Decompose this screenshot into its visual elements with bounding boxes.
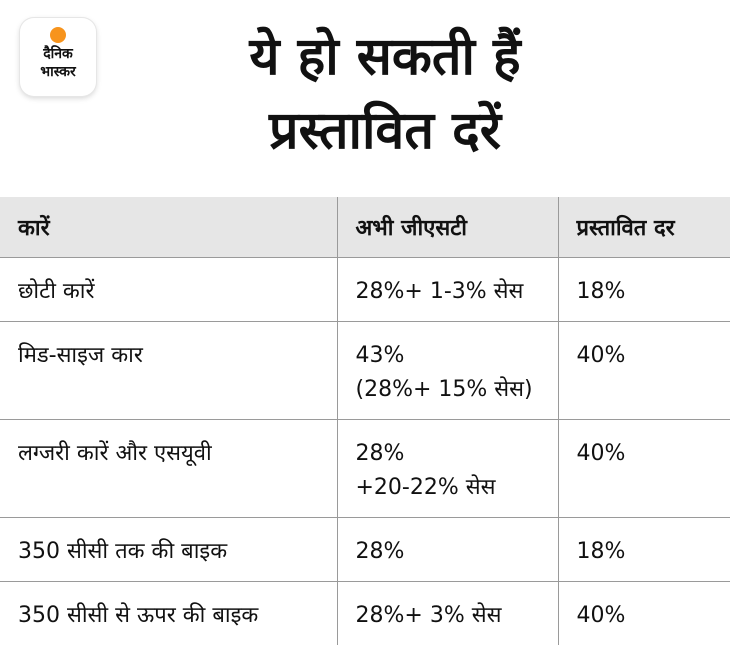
column-header-proposed-rate: प्रस्तावित दर <box>558 197 730 258</box>
current-gst-cell: 28%+ 1-3% सेस <box>337 257 559 322</box>
vehicle-category-cell: मिड-साइज कार <box>0 321 338 420</box>
current-gst-cell: 28% +20-22% सेस <box>337 419 559 518</box>
proposed-rate-cell: 40% <box>558 581 730 645</box>
header: दैनिक भास्कर ये हो सकती हैं प्रस्तावित द… <box>0 0 730 196</box>
column-header-cars: कारें <box>0 197 338 258</box>
current-gst-line: 28%+ 3% सेस <box>355 603 502 628</box>
vehicle-category-cell: 350 सीसी तक की बाइक <box>0 517 338 582</box>
title-line1: ये हो सकती हैं <box>249 27 521 87</box>
current-gst-line: 43% <box>355 343 405 368</box>
proposed-rate-cell: 18% <box>558 257 730 322</box>
table-header-row: कारें अभी जीएसटी प्रस्तावित दर <box>0 197 730 258</box>
current-gst-cell: 28% <box>337 517 559 582</box>
vehicle-category-cell: छोटी कारें <box>0 257 338 322</box>
proposed-rate-cell: 18% <box>558 517 730 582</box>
vehicle-category-cell: लग्जरी कारें और एसयूवी <box>0 419 338 518</box>
current-gst-line: 28% <box>355 539 405 564</box>
table-row: लग्जरी कारें और एसयूवी 28% +20-22% सेस 4… <box>0 419 730 518</box>
current-gst-line: 28%+ 1-3% सेस <box>355 279 524 304</box>
current-gst-line: 28% <box>355 441 405 466</box>
page-title: ये हो सकती हैं प्रस्तावित दरें <box>115 20 655 168</box>
current-gst-line: +20-22% सेस <box>355 475 496 500</box>
title-line2: प्रस्तावित दरें <box>269 101 501 161</box>
logo-text-line1: दैनिक <box>43 46 73 62</box>
proposed-rate-cell: 40% <box>558 419 730 518</box>
table-row: 350 सीसी से ऊपर की बाइक 28%+ 3% सेस 40% <box>0 581 730 645</box>
current-gst-cell: 43% (28%+ 15% सेस) <box>337 321 559 420</box>
logo-text-line2: भास्कर <box>40 64 76 80</box>
current-gst-line: (28%+ 15% सेस) <box>355 377 533 402</box>
proposed-rate-cell: 40% <box>558 321 730 420</box>
sun-icon <box>50 27 66 43</box>
table-row: 350 सीसी तक की बाइक 28% 18% <box>0 517 730 582</box>
table-row: मिड-साइज कार 43% (28%+ 15% सेस) 40% <box>0 321 730 420</box>
vehicle-category-cell: 350 सीसी से ऊपर की बाइक <box>0 581 338 645</box>
current-gst-cell: 28%+ 3% सेस <box>337 581 559 645</box>
gst-rates-table: कारें अभी जीएसटी प्रस्तावित दर छोटी कारे… <box>0 197 730 645</box>
table-row: छोटी कारें 28%+ 1-3% सेस 18% <box>0 257 730 322</box>
column-header-current-gst: अभी जीएसटी <box>337 197 559 258</box>
dainik-bhaskar-logo[interactable]: दैनिक भास्कर <box>20 18 96 96</box>
